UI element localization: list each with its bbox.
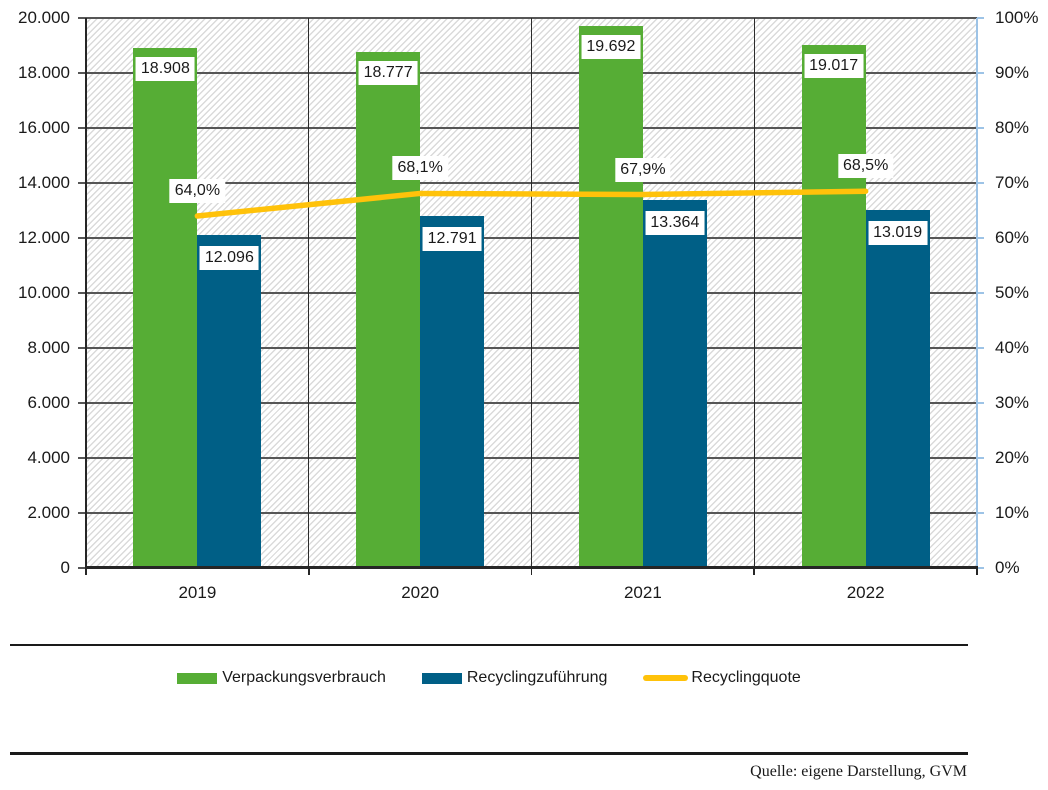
left-axis-tick xyxy=(78,567,86,569)
source-text: Quelle: eigene Darstellung, GVM xyxy=(750,763,967,780)
left-axis-tick-label: 4.000 xyxy=(27,448,70,467)
left-axis-tick-label: 2.000 xyxy=(27,503,70,522)
bar-verpackungsverbrauch xyxy=(801,45,866,568)
x-axis-category-label: 2019 xyxy=(178,583,217,602)
x-axis-category-label: 2022 xyxy=(846,583,885,602)
left-axis-tick xyxy=(78,292,86,294)
blue-bar-swatch-icon xyxy=(421,672,462,684)
left-axis-tick xyxy=(78,17,86,19)
legend-item-recyclingzufuehrung: Recyclingzuführung xyxy=(421,669,608,687)
left-axis-tick-label: 12.000 xyxy=(18,228,70,247)
right-axis-tick-label: 20% xyxy=(995,448,1030,467)
x-axis-tick xyxy=(530,568,533,575)
legend-item-verpackungsverbrauch: Verpackungsverbrauch xyxy=(177,669,386,687)
left-axis-tick xyxy=(78,347,86,349)
legend-label: Recyclingquote xyxy=(691,669,801,686)
right-axis-tick xyxy=(977,457,984,459)
right-axis-line xyxy=(976,18,978,568)
right-axis-tick-label: 50% xyxy=(995,283,1030,302)
line-point-label: 67,9% xyxy=(615,157,671,182)
right-axis-tick xyxy=(977,72,984,74)
bar-recyclingzufuehrung xyxy=(865,209,930,568)
left-axis-tick-label: 0 xyxy=(60,558,70,577)
x-axis-category-label: 2021 xyxy=(623,583,662,602)
right-axis-tick xyxy=(977,127,984,129)
x-axis-tick xyxy=(753,568,756,575)
left-axis-tick xyxy=(78,127,86,129)
right-axis-tick-label: 90% xyxy=(995,63,1030,82)
bar-recyclingzufuehrung xyxy=(420,216,485,568)
left-axis-tick xyxy=(78,457,86,459)
gridline-vertical xyxy=(753,18,755,568)
legend-label: Verpackungsverbrauch xyxy=(222,669,386,686)
bar-value-label: 18.777 xyxy=(358,60,418,85)
x-axis-tick xyxy=(307,568,310,575)
right-axis-tick-label: 80% xyxy=(995,118,1030,137)
left-axis-tick xyxy=(78,512,86,514)
right-axis-tick xyxy=(977,567,984,569)
right-axis-tick xyxy=(977,347,984,349)
right-axis-tick xyxy=(977,512,984,514)
legend-item-recyclingquote: Recyclingquote xyxy=(643,669,801,687)
right-axis-tick-label: 70% xyxy=(995,173,1030,192)
right-axis-tick-label: 0% xyxy=(995,558,1020,577)
left-axis-tick-label: 20.000 xyxy=(18,8,70,27)
line-point-label: 68,1% xyxy=(392,156,448,181)
left-axis-tick xyxy=(78,237,86,239)
bar-verpackungsverbrauch xyxy=(133,48,198,568)
left-axis-tick-label: 6.000 xyxy=(27,393,70,412)
left-axis-tick-label: 16.000 xyxy=(18,118,70,137)
divider-top xyxy=(10,644,968,646)
bar-value-label: 12.791 xyxy=(422,227,482,252)
gridline-vertical xyxy=(530,18,533,568)
bar-value-label: 13.019 xyxy=(868,220,928,245)
plot-area: 18.908 12.096 64,0% 18.777 12.791 68,1% 19.692… xyxy=(78,17,984,575)
x-axis-line xyxy=(85,566,978,569)
bar-verpackungsverbrauch xyxy=(578,26,643,568)
right-axis-tick-label: 30% xyxy=(995,393,1030,412)
left-axis-line xyxy=(85,18,87,568)
legend-label: Recyclingzuführung xyxy=(466,669,608,686)
x-axis-tick xyxy=(976,568,978,575)
legend: Verpackungsverbrauch Recyclingzuführung … xyxy=(10,664,968,692)
left-axis-tick xyxy=(78,72,86,74)
left-axis-tick-label: 8.000 xyxy=(27,338,70,357)
divider-bottom xyxy=(10,752,968,755)
green-bar-swatch-icon xyxy=(177,672,218,684)
bar-verpackungsverbrauch xyxy=(356,51,421,568)
right-axis-tick xyxy=(977,182,984,184)
right-axis-tick-label: 40% xyxy=(995,338,1030,357)
left-axis-tick-label: 10.000 xyxy=(18,283,70,302)
line-point-label: 68,5% xyxy=(837,154,894,179)
gridline-vertical xyxy=(308,18,310,568)
bar-value-label: 13.364 xyxy=(645,211,705,236)
left-axis-tick xyxy=(78,402,86,404)
x-axis-category-label: 2020 xyxy=(401,583,440,602)
left-axis-tick-label: 14.000 xyxy=(18,173,70,192)
recycling-rate-polyline xyxy=(194,188,869,219)
yellow-line-swatch-icon xyxy=(643,675,689,681)
bar-value-label: 19.692 xyxy=(581,35,641,60)
right-axis-tick xyxy=(977,17,984,19)
recycling-rate-line xyxy=(194,188,869,219)
right-axis-tick-label: 100% xyxy=(995,8,1039,27)
x-axis-tick xyxy=(85,568,87,575)
bar-value-label: 18.908 xyxy=(135,57,195,82)
bar-recyclingzufuehrung xyxy=(642,200,707,568)
bar-value-label: 12.096 xyxy=(199,246,259,271)
bar-value-label: 19.017 xyxy=(804,54,864,79)
line-point-label: 64,0% xyxy=(169,179,226,203)
right-axis-tick-label: 60% xyxy=(995,228,1030,247)
right-axis-tick-label: 10% xyxy=(995,503,1030,522)
left-axis-tick xyxy=(78,182,86,184)
right-axis-tick xyxy=(977,237,984,239)
right-axis-tick xyxy=(977,292,984,294)
left-axis-tick-label: 18.000 xyxy=(18,63,70,82)
bar-recyclingzufuehrung xyxy=(197,235,262,568)
right-axis-tick xyxy=(977,402,984,404)
